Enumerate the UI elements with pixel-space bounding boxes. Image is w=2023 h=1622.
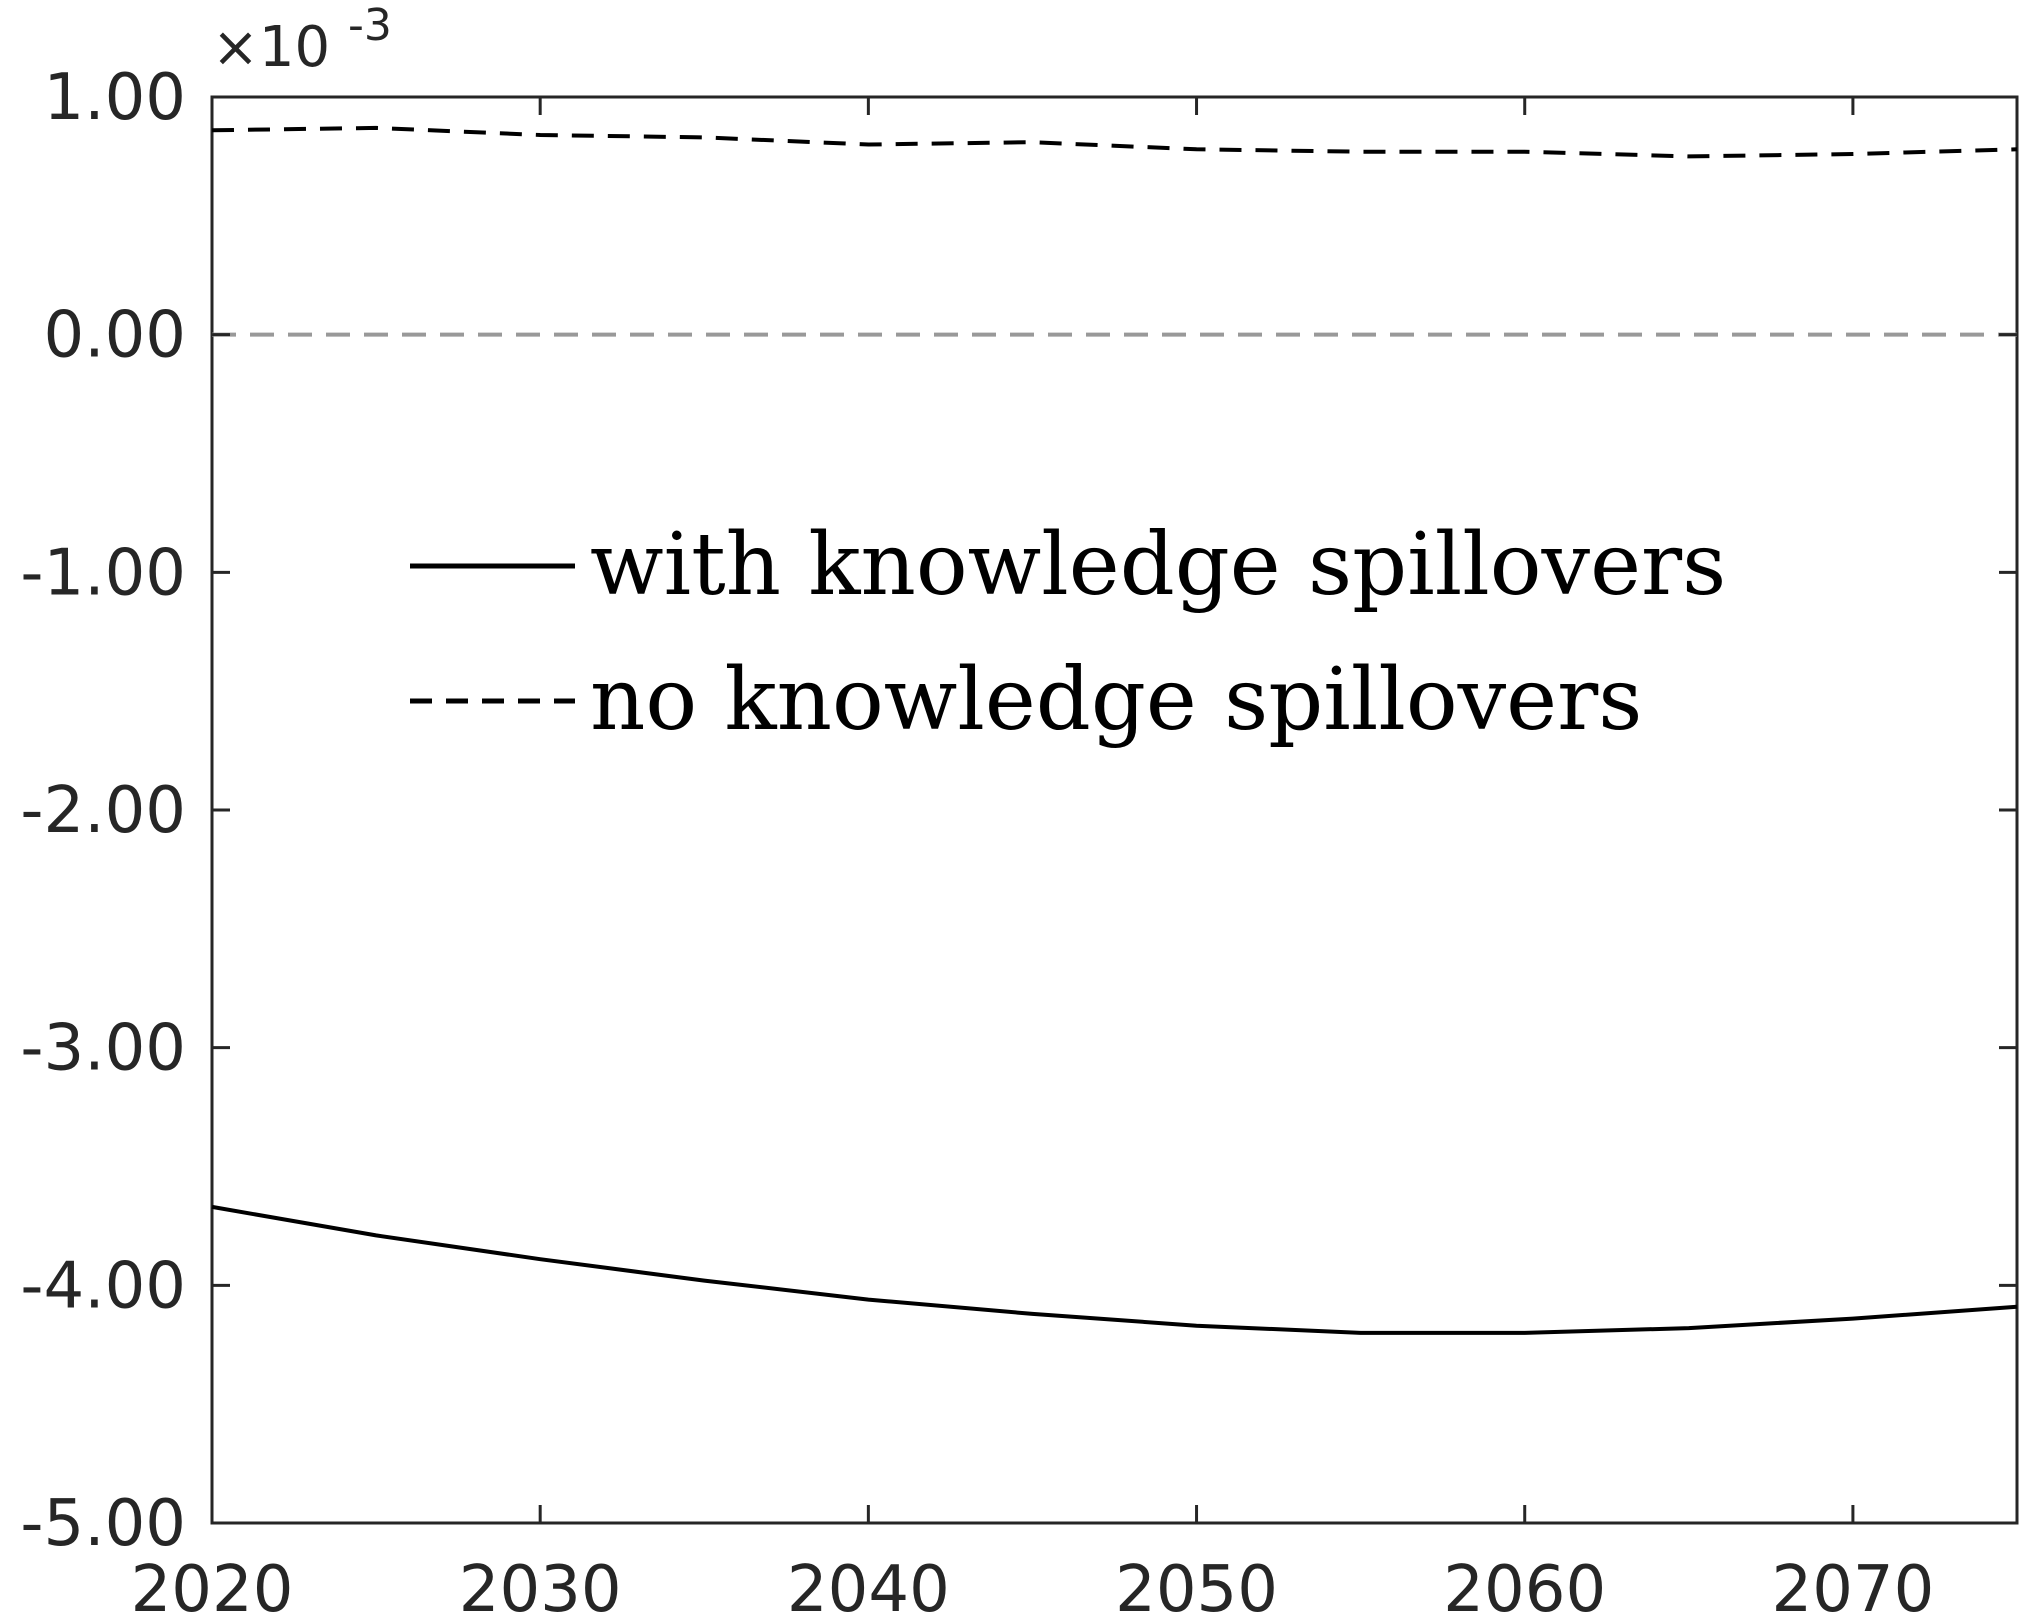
y-tick-label: -1.00 xyxy=(20,536,186,610)
legend-label-no-spillovers: no knowledge spillovers xyxy=(590,650,1642,750)
series-lines xyxy=(211,125,2018,1335)
y-axis-exponent-label: ×10 -3 xyxy=(212,0,392,80)
x-tick-label: 2030 xyxy=(459,1553,622,1622)
y-tick-label: -3.00 xyxy=(20,1012,186,1086)
y-axis-exponent-base: ×10 xyxy=(212,15,330,80)
y-axis-ticks: 1.00 0.00 -1.00 -2.00 -3.00 -4.00 -5.00 xyxy=(20,61,2017,1561)
series-line-with-spillovers xyxy=(211,1204,2018,1335)
x-tick-label: 2040 xyxy=(787,1553,950,1622)
y-tick-label: 0.00 xyxy=(44,299,187,373)
x-tick-label: 2050 xyxy=(1115,1553,1278,1622)
legend: with knowledge spillovers no knowledge s… xyxy=(410,515,1726,750)
x-tick-label: 2020 xyxy=(131,1553,294,1622)
plot-area-frame xyxy=(210,95,2019,1525)
series-line-no-spillovers xyxy=(211,125,2018,159)
y-tick-label: -4.00 xyxy=(20,1249,186,1323)
x-axis-ticks: 2020 2030 2040 2050 2060 2070 xyxy=(131,97,1934,1622)
x-tick-label: 2070 xyxy=(1771,1553,1934,1622)
legend-label-with-spillovers: with knowledge spillovers xyxy=(590,515,1726,615)
y-axis-exponent-power: -3 xyxy=(348,0,392,51)
y-tick-label: -2.00 xyxy=(20,774,186,848)
y-tick-label: -5.00 xyxy=(20,1487,186,1561)
x-tick-label: 2060 xyxy=(1443,1553,1606,1622)
y-tick-label: 1.00 xyxy=(44,61,187,135)
